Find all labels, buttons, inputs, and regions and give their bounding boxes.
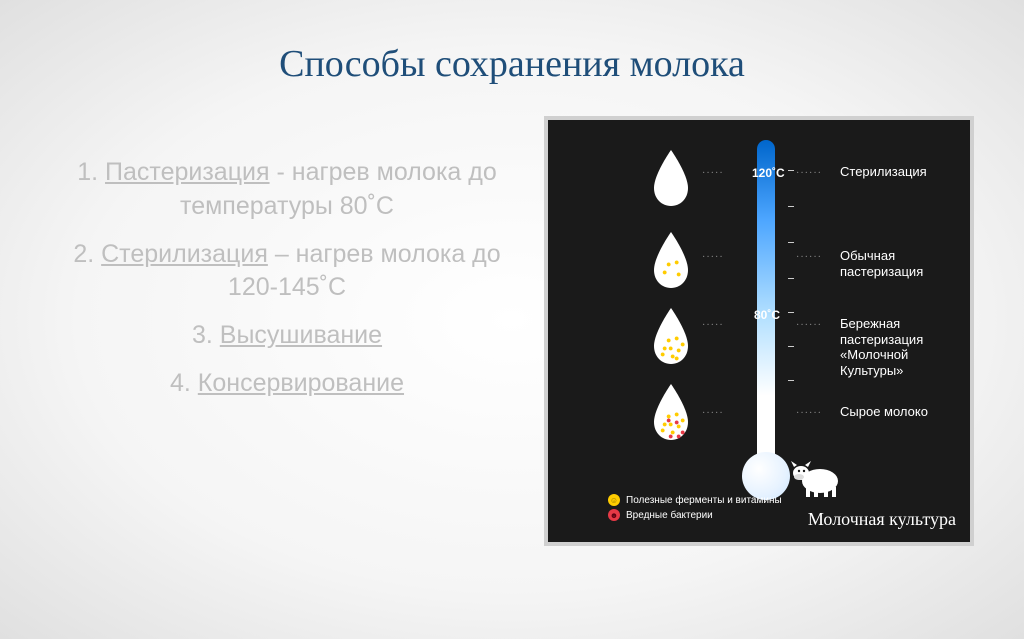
list-item: Пастеризация - нагрев молока до температ… bbox=[50, 156, 524, 224]
list-term: Консервирование bbox=[198, 369, 404, 397]
list-term: Стерилизация bbox=[101, 240, 268, 268]
page-title: Способы сохранения молока bbox=[0, 0, 1024, 116]
leader-dots-left: ····· bbox=[702, 252, 724, 263]
legend: ☺ Полезные ферменты и витамины ☻ Вредные… bbox=[608, 494, 782, 524]
list-term: Пастеризация bbox=[105, 158, 270, 186]
methods-list: Пастеризация - нагрев молока до температ… bbox=[50, 156, 524, 401]
leader-dots-left: ····· bbox=[702, 320, 724, 331]
cow-icon bbox=[788, 455, 848, 497]
good-particle-icon: ● bbox=[660, 350, 665, 359]
good-particle-icon: ● bbox=[674, 258, 679, 267]
list-item: Консервирование bbox=[50, 367, 524, 401]
leader-dots-right: ······ bbox=[796, 168, 822, 179]
thermometer-tick bbox=[788, 206, 794, 207]
legend-row-bad: ☻ Вредные бактерии bbox=[608, 509, 782, 521]
thermometer-label: Обычная пастеризация bbox=[840, 248, 970, 279]
thermometer-label: Сырое молоко bbox=[840, 404, 970, 420]
legend-good-text: Полезные ферменты и витамины bbox=[626, 495, 782, 506]
good-particle-icon: ● bbox=[676, 270, 681, 279]
brand-logo: Молочная культура bbox=[808, 510, 956, 528]
bad-particle-icon: ● bbox=[666, 416, 671, 425]
bad-particle-icon: ● bbox=[680, 428, 685, 437]
text-section: Пастеризация - нагрев молока до температ… bbox=[50, 116, 524, 546]
content-area: Пастеризация - нагрев молока до температ… bbox=[0, 116, 1024, 546]
good-particle-icon: ● bbox=[660, 426, 665, 435]
good-particle-icon: ● bbox=[680, 340, 685, 349]
thermometer-tick bbox=[788, 170, 794, 171]
leader-dots-left: ····· bbox=[702, 408, 724, 419]
list-term: Высушивание bbox=[220, 321, 382, 349]
thermometer-tick bbox=[788, 312, 794, 313]
list-item: Стерилизация – нагрев молока до 120-145˚… bbox=[50, 238, 524, 306]
infographic-panel: 120˚C 80˚C ···········Стерилизация······… bbox=[544, 116, 974, 546]
good-particle-icon: ● bbox=[680, 416, 685, 425]
good-particle-icon: ● bbox=[662, 268, 667, 277]
milk-drop-icon: ●●●●●●●●● bbox=[646, 304, 696, 368]
thermometer-label: Бережная пастеризация «Молочной Культуры… bbox=[840, 316, 970, 378]
temp-label-80: 80˚C bbox=[754, 308, 780, 322]
legend-row-good: ☺ Полезные ферменты и витамины bbox=[608, 494, 782, 506]
thermometer-label: Стерилизация bbox=[840, 164, 970, 180]
temp-label-120: 120˚C bbox=[752, 166, 785, 180]
list-item: Высушивание bbox=[50, 319, 524, 353]
thermometer-tick bbox=[788, 278, 794, 279]
list-rest: – нагрев молока до 120-145˚С bbox=[228, 240, 501, 302]
bad-particle-icon: ● bbox=[668, 432, 673, 441]
thermometer-tick bbox=[788, 346, 794, 347]
good-face-icon: ☺ bbox=[608, 494, 620, 506]
bad-particle-icon: ● bbox=[674, 418, 679, 427]
good-particle-icon: ● bbox=[674, 354, 679, 363]
milk-drop-icon: ●●●● bbox=[646, 228, 696, 292]
bad-face-icon: ☻ bbox=[608, 509, 620, 521]
thermometer-tick bbox=[788, 380, 794, 381]
leader-dots-right: ······ bbox=[796, 252, 822, 263]
leader-dots-left: ····· bbox=[702, 168, 724, 179]
good-particle-icon: ● bbox=[674, 334, 679, 343]
good-particle-icon: ● bbox=[668, 344, 673, 353]
milk-drop-icon: ●●●●●●●●●●●●● bbox=[646, 380, 696, 444]
thermometer-tick bbox=[788, 242, 794, 243]
milk-drop-icon bbox=[646, 146, 696, 210]
thermometer-bulb bbox=[742, 452, 790, 500]
leader-dots-right: ······ bbox=[796, 320, 822, 331]
legend-bad-text: Вредные бактерии bbox=[626, 510, 713, 521]
thermometer-tube bbox=[757, 140, 775, 460]
leader-dots-right: ······ bbox=[796, 408, 822, 419]
